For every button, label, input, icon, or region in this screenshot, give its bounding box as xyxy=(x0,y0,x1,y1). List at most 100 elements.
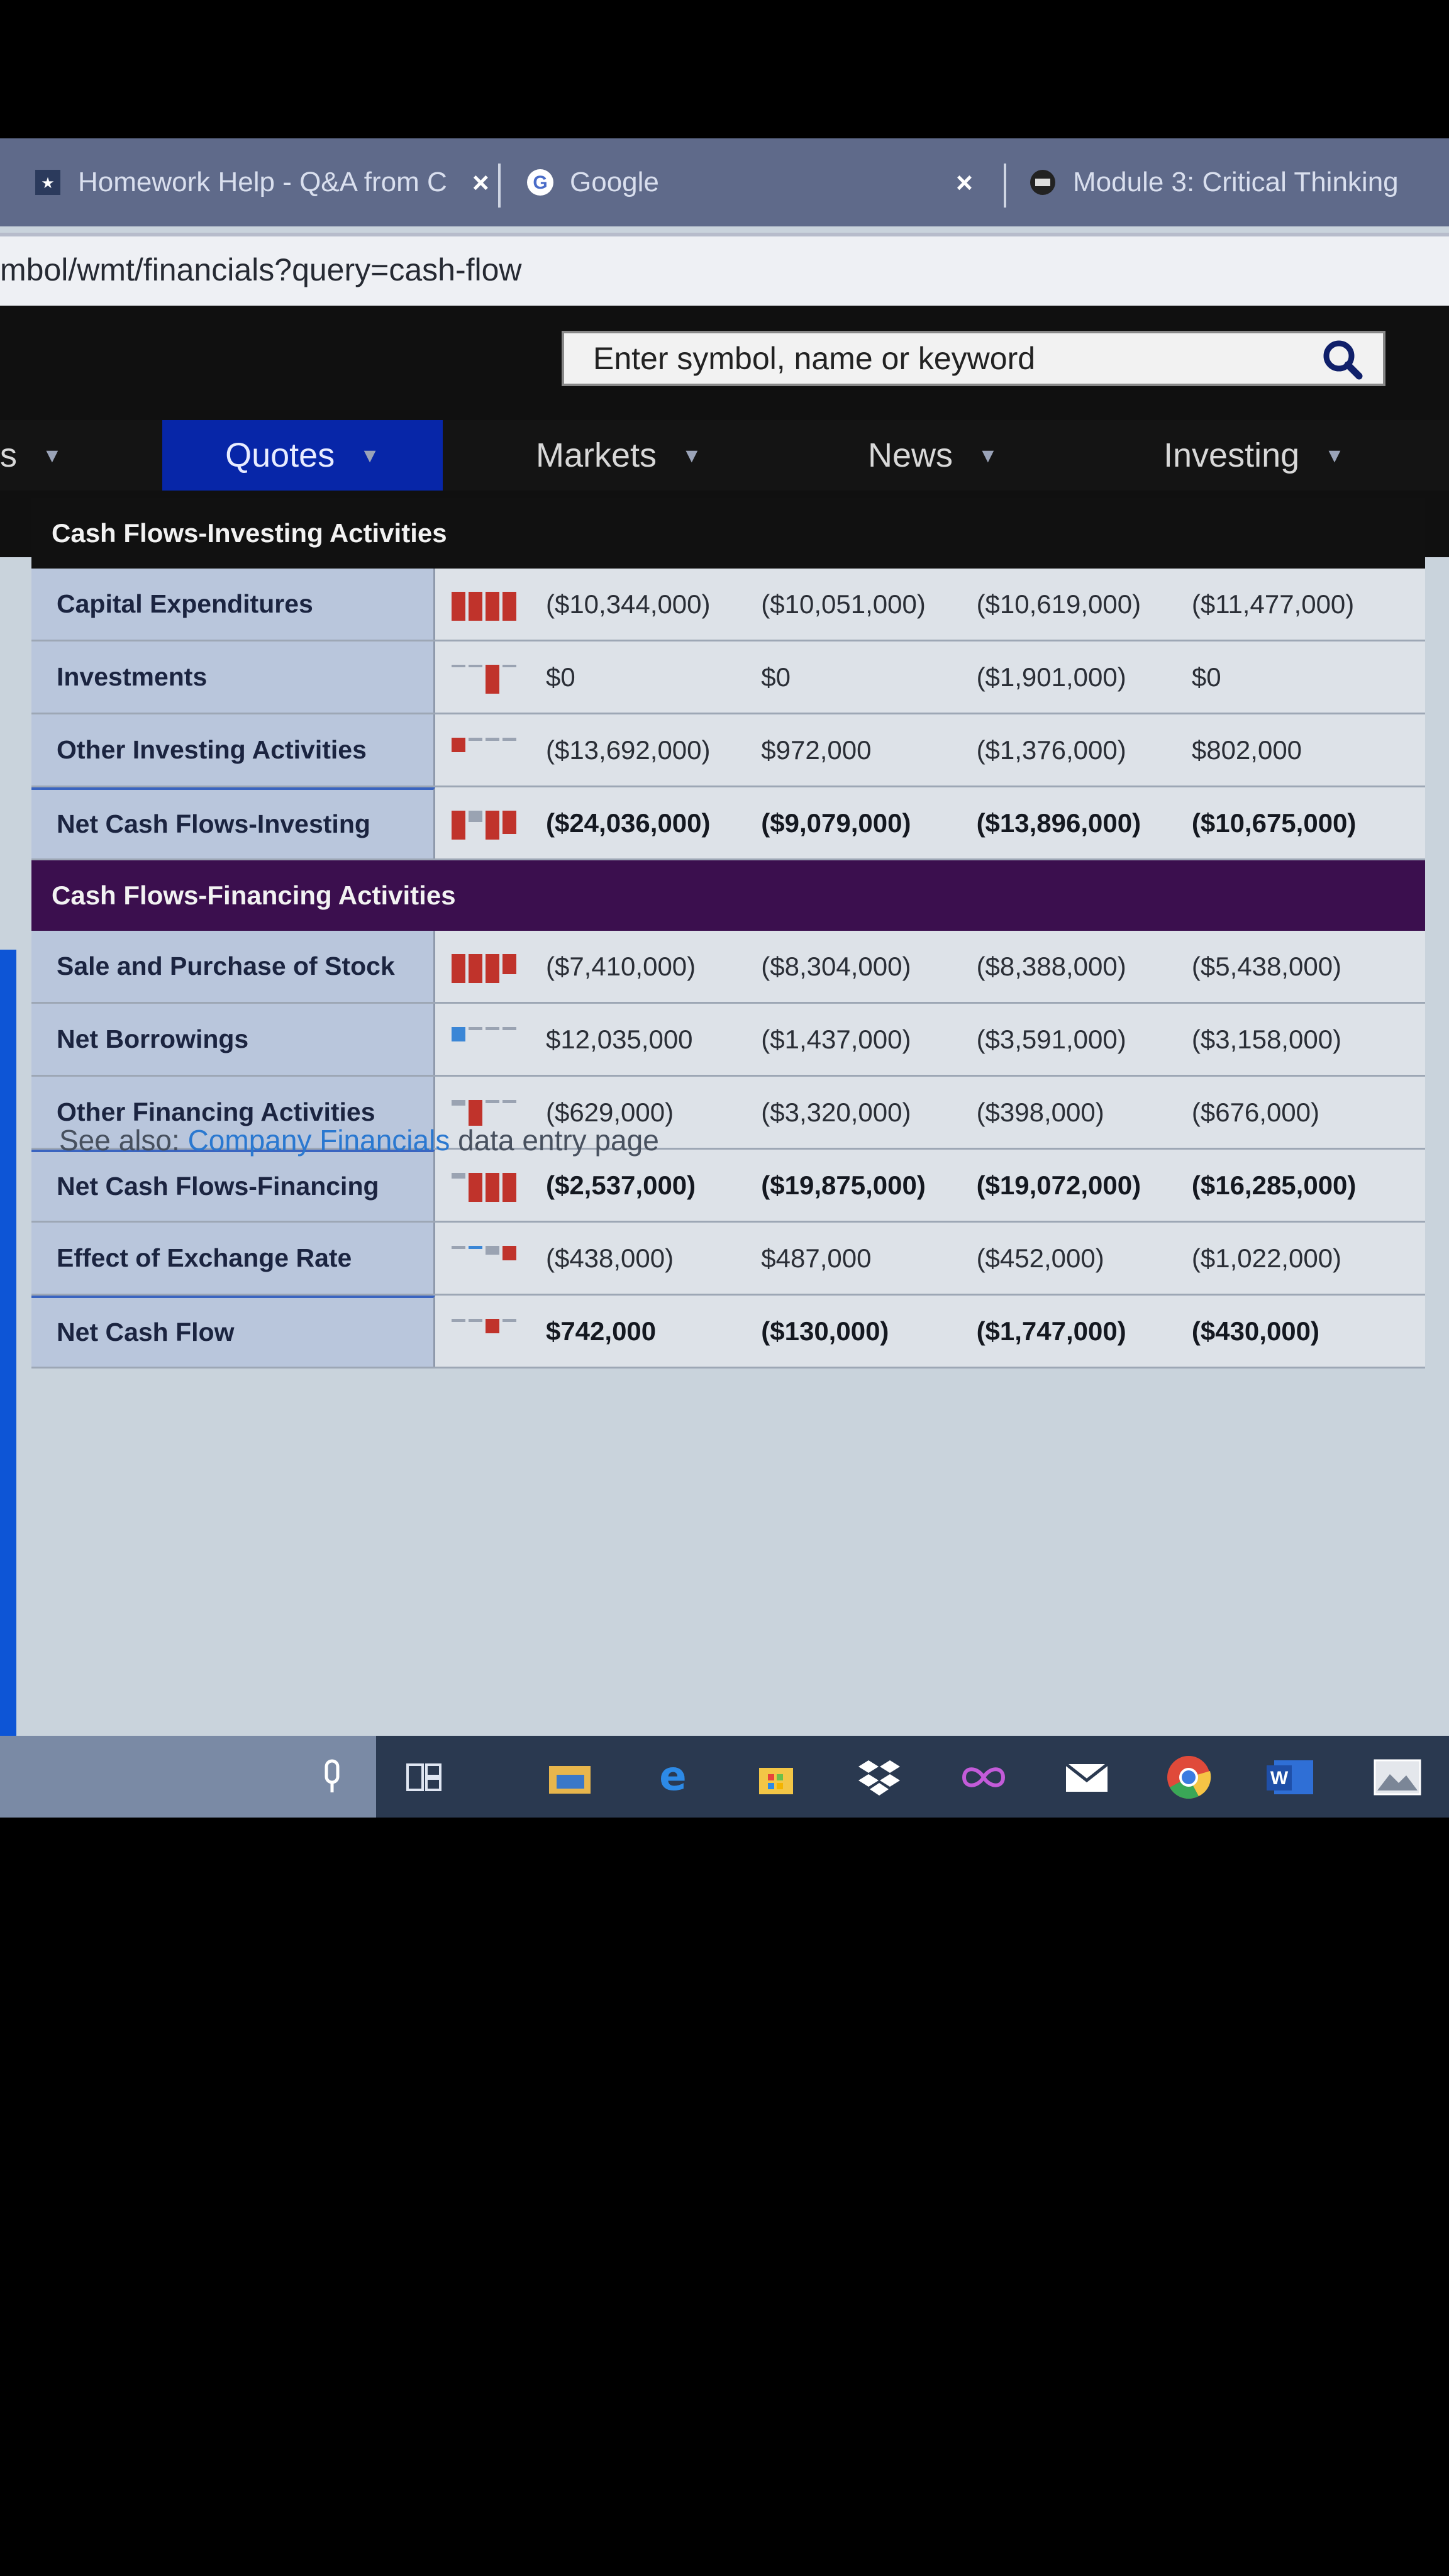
nav-item-quotes[interactable]: Quotes ▼ xyxy=(162,420,443,491)
tab-module-3[interactable]: Module 3: Critical Thinking xyxy=(1029,157,1399,208)
table-cell: ($1,901,000) xyxy=(963,641,1179,713)
address-bar[interactable]: mbol/wmt/financials?query=cash-flow xyxy=(0,233,1449,306)
tab-homework-help[interactable]: ★ Homework Help - Q&A from C × xyxy=(34,157,489,208)
search-input[interactable]: Enter symbol, name or keyword xyxy=(562,331,1385,386)
photos-icon[interactable] xyxy=(1374,1753,1421,1801)
table-cell: ($398,000) xyxy=(963,1077,1179,1148)
nav-label: Investing xyxy=(1163,436,1300,474)
search-icon[interactable] xyxy=(1320,337,1364,381)
table-cell: ($10,675,000) xyxy=(1179,787,1425,858)
table-cell: ($3,591,000) xyxy=(963,1004,1179,1075)
dropdown-arrow-icon: ▼ xyxy=(42,443,62,467)
svg-text:G: G xyxy=(533,172,547,193)
row-label[interactable]: Effect of Exchange Rate xyxy=(31,1223,435,1294)
row-label[interactable]: Other Financing Activities xyxy=(31,1077,435,1148)
left-side-panel xyxy=(0,950,16,1818)
dropbox-icon[interactable] xyxy=(855,1753,903,1801)
sparkline-icon xyxy=(435,569,533,640)
nav-item-investing[interactable]: Investing ▼ xyxy=(1163,420,1345,491)
table-cell: ($10,619,000) xyxy=(963,569,1179,640)
table-cell: ($438,000) xyxy=(533,1223,749,1294)
nav-label: News xyxy=(868,436,953,474)
row-label[interactable]: Investments xyxy=(31,641,435,713)
module-icon xyxy=(1029,169,1057,196)
nav-item-markets[interactable]: Markets ▼ xyxy=(536,420,702,491)
dropdown-arrow-icon: ▼ xyxy=(360,443,380,467)
company-financials-link[interactable]: Company Financials xyxy=(187,1124,450,1157)
table-row: Effect of Exchange Rate ($438,000) $487,00… xyxy=(31,1223,1425,1296)
table-row: Net Cash Flows-Financing ($2,537,000) ($19… xyxy=(31,1150,1425,1223)
microphone-icon[interactable] xyxy=(308,1753,356,1801)
table-row: Investments $0 $0 ($1,901,000) $0 xyxy=(31,641,1425,714)
table-cell: ($1,022,000) xyxy=(1179,1223,1425,1294)
tab-title: Module 3: Critical Thinking xyxy=(1073,167,1399,197)
table-cell: ($1,376,000) xyxy=(963,714,1179,786)
tab-title: Google xyxy=(570,167,659,197)
investing-rows: Capital Expenditures ($10,344,000) ($10,05… xyxy=(31,569,1425,860)
table-row: Sale and Purchase of Stock ($7,410,000) ($… xyxy=(31,931,1425,1004)
screen: ★ Homework Help - Q&A from C × G Google … xyxy=(0,138,1449,1818)
sparkline-icon xyxy=(435,787,533,858)
table-cell: ($676,000) xyxy=(1179,1077,1425,1148)
table-cell: ($629,000) xyxy=(533,1077,749,1148)
table-cell: ($1,437,000) xyxy=(748,1004,964,1075)
store-icon[interactable] xyxy=(752,1753,800,1801)
table-cell: ($7,410,000) xyxy=(533,931,749,1002)
table-row: Net Cash Flow $742,000 ($130,000) ($1,747,0… xyxy=(31,1296,1425,1368)
table-cell: ($1,747,000) xyxy=(963,1296,1179,1367)
table-cell: ($13,692,000) xyxy=(533,714,749,786)
table-cell: ($10,051,000) xyxy=(748,569,964,640)
close-tab-icon[interactable]: × xyxy=(472,166,489,199)
task-view-icon[interactable] xyxy=(400,1753,448,1801)
word-icon[interactable]: W xyxy=(1265,1753,1313,1801)
table-cell: ($3,158,000) xyxy=(1179,1004,1425,1075)
nav-label: Quotes xyxy=(225,436,335,474)
dropdown-arrow-icon: ▼ xyxy=(1324,443,1345,467)
table-row: Net Borrowings $12,035,000 ($1,437,000) ($3… xyxy=(31,1004,1425,1077)
edge-icon[interactable]: e xyxy=(649,1753,697,1801)
row-label[interactable]: Net Cash Flows-Financing xyxy=(31,1150,435,1221)
see-also-prefix: See also: xyxy=(59,1124,188,1157)
row-label[interactable]: Net Cash Flows-Investing xyxy=(31,787,435,858)
table-cell: $742,000 xyxy=(533,1296,749,1367)
table-cell: ($8,388,000) xyxy=(963,931,1179,1002)
mail-icon[interactable] xyxy=(1063,1753,1111,1801)
close-tab-icon[interactable]: × xyxy=(956,166,973,199)
bookmark-star-icon: ★ xyxy=(34,169,62,196)
browser-tab-strip: ★ Homework Help - Q&A from C × G Google … xyxy=(0,138,1449,226)
row-label[interactable]: Net Cash Flow xyxy=(31,1296,435,1367)
nav-item-partial[interactable]: s ▼ xyxy=(0,420,160,491)
cash-flow-table: Cash Flows-Investing Activities Capital … xyxy=(31,498,1425,1368)
nav-label: s xyxy=(0,436,17,474)
file-explorer-icon[interactable] xyxy=(546,1753,594,1801)
table-cell: $0 xyxy=(1179,641,1425,713)
close-google-tab[interactable]: × xyxy=(956,157,973,208)
financing-rows: Sale and Purchase of Stock ($7,410,000) ($… xyxy=(31,931,1425,1368)
table-cell: $0 xyxy=(533,641,749,713)
table-cell: ($13,896,000) xyxy=(963,787,1179,858)
table-cell: $487,000 xyxy=(748,1223,964,1294)
table-cell: ($452,000) xyxy=(963,1223,1179,1294)
see-also-note: See also: Company Financials data entry … xyxy=(59,1123,659,1157)
see-also-suffix: data entry page xyxy=(450,1124,659,1157)
table-cell: $802,000 xyxy=(1179,714,1425,786)
svg-text:★: ★ xyxy=(41,174,55,192)
table-cell: ($24,036,000) xyxy=(533,787,749,858)
row-label[interactable]: Net Borrowings xyxy=(31,1004,435,1075)
search-placeholder: Enter symbol, name or keyword xyxy=(593,341,1036,376)
section-header-financing: Cash Flows-Financing Activities xyxy=(31,860,1425,931)
table-cell: $972,000 xyxy=(748,714,964,786)
nav-item-news[interactable]: News ▼ xyxy=(868,420,998,491)
table-cell: ($19,072,000) xyxy=(963,1150,1179,1221)
chrome-icon[interactable] xyxy=(1165,1753,1213,1801)
table-cell: ($5,438,000) xyxy=(1179,931,1425,1002)
row-label[interactable]: Sale and Purchase of Stock xyxy=(31,931,435,1002)
dropdown-arrow-icon: ▼ xyxy=(978,443,998,467)
infinity-icon[interactable] xyxy=(960,1753,1008,1801)
tab-google[interactable]: G Google xyxy=(526,157,659,208)
row-label[interactable]: Other Investing Activities xyxy=(31,714,435,786)
table-row: Net Cash Flows-Investing ($24,036,000) ($9… xyxy=(31,787,1425,860)
taskbar-search-area[interactable] xyxy=(0,1736,376,1818)
row-label[interactable]: Capital Expenditures xyxy=(31,569,435,640)
table-row: Capital Expenditures ($10,344,000) ($10,05… xyxy=(31,569,1425,641)
